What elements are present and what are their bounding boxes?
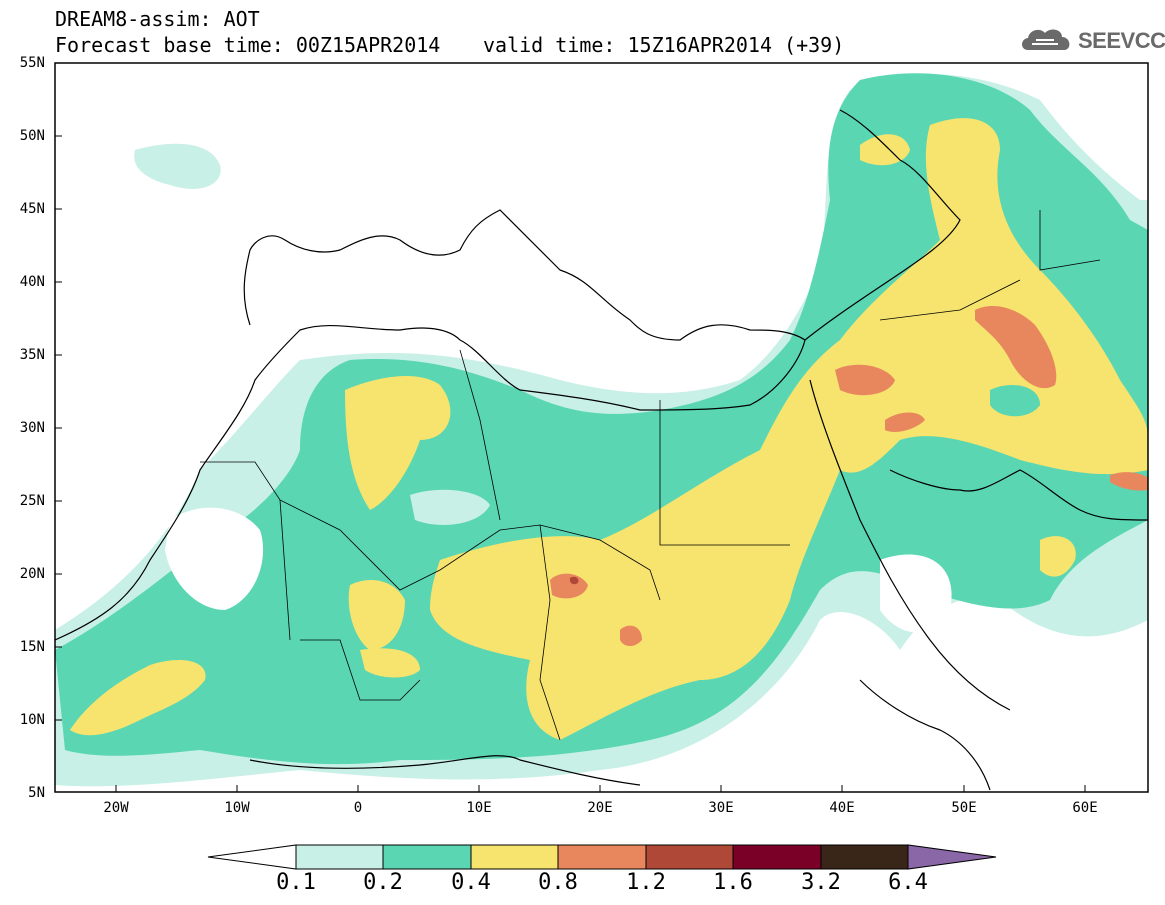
aot-level-0.4 xyxy=(345,375,451,510)
lon-label: 10E xyxy=(466,800,492,816)
lon-label: 30E xyxy=(708,800,734,816)
country-borders xyxy=(200,210,1101,741)
seevccc-logo: SEEVCCC xyxy=(1018,24,1165,58)
colorbar-segment xyxy=(470,844,559,870)
lon-label: 40E xyxy=(829,800,855,816)
colorbar-label: 1.2 xyxy=(626,870,666,895)
aot-level-0.8 xyxy=(885,412,925,432)
colorbar-segment xyxy=(645,844,734,870)
colorbar-segment xyxy=(820,844,909,870)
colorbar-segment xyxy=(907,844,997,870)
lon-label: 20W xyxy=(103,800,129,816)
colorbar-label: 0.1 xyxy=(276,870,316,895)
lon-label: 60E xyxy=(1072,800,1098,816)
cloud-icon xyxy=(1022,29,1070,50)
lat-label: 50N xyxy=(19,128,45,144)
colorbar-label: 0.2 xyxy=(363,870,403,895)
aot-level-0.4 xyxy=(70,660,206,736)
valid-time: valid time: 15Z16APR2014 (+39) xyxy=(483,33,845,57)
colorbar-segment xyxy=(207,844,297,870)
colorbar-label: 0.8 xyxy=(538,870,578,895)
lat-label: 45N xyxy=(19,201,45,217)
lon-label: 50E xyxy=(951,800,977,816)
lat-label: 20N xyxy=(19,566,45,582)
lon-label: 10W xyxy=(224,800,250,816)
lon-label: 20E xyxy=(587,800,613,816)
base-time: Forecast base time: 00Z15APR2014 xyxy=(55,33,441,57)
axis-ticks xyxy=(55,62,1086,792)
lat-label: 10N xyxy=(19,712,45,728)
lat-label: 25N xyxy=(19,493,45,509)
lat-label: 55N xyxy=(19,55,45,71)
colorbar-segment xyxy=(295,844,384,870)
aot-field xyxy=(55,73,1148,787)
aot-level-0.8 xyxy=(1110,472,1148,491)
aot-level-1.2 xyxy=(569,576,579,585)
colorbar-segment xyxy=(382,844,472,870)
aot-level-0.4 xyxy=(348,580,405,650)
lat-label: 35N xyxy=(19,347,45,363)
aot-level-0.4 xyxy=(360,648,420,678)
colorbar-label: 0.4 xyxy=(451,870,491,895)
aot-level-0.8 xyxy=(975,305,1057,389)
map-title: DREAM8-assim: AOT xyxy=(55,7,260,31)
aot-level-0.8 xyxy=(620,625,642,646)
colorbar-label: 6.4 xyxy=(888,870,928,895)
coastlines xyxy=(55,109,1148,791)
lat-label: 30N xyxy=(19,420,45,436)
lat-label: 15N xyxy=(19,639,45,655)
aot-level-0.1 xyxy=(134,143,221,189)
lat-label: 5N xyxy=(28,785,45,801)
aot-level-0.4 xyxy=(1040,536,1076,577)
lat-label: 40N xyxy=(19,274,45,290)
colorbar-label: 1.6 xyxy=(713,870,753,895)
aot-level-0.8 xyxy=(550,573,588,599)
logo-text: SEEVCCC xyxy=(1078,28,1165,53)
colorbar-segment xyxy=(732,844,822,870)
colorbar-segment xyxy=(557,844,647,870)
colorbar-label: 3.2 xyxy=(801,870,841,895)
aot-level-0.4 xyxy=(430,118,1148,741)
colorbar xyxy=(207,844,997,870)
aot-level-0.2 xyxy=(55,73,1148,765)
lon-label: 0 xyxy=(353,800,363,816)
aot-level-0.8 xyxy=(835,364,895,396)
